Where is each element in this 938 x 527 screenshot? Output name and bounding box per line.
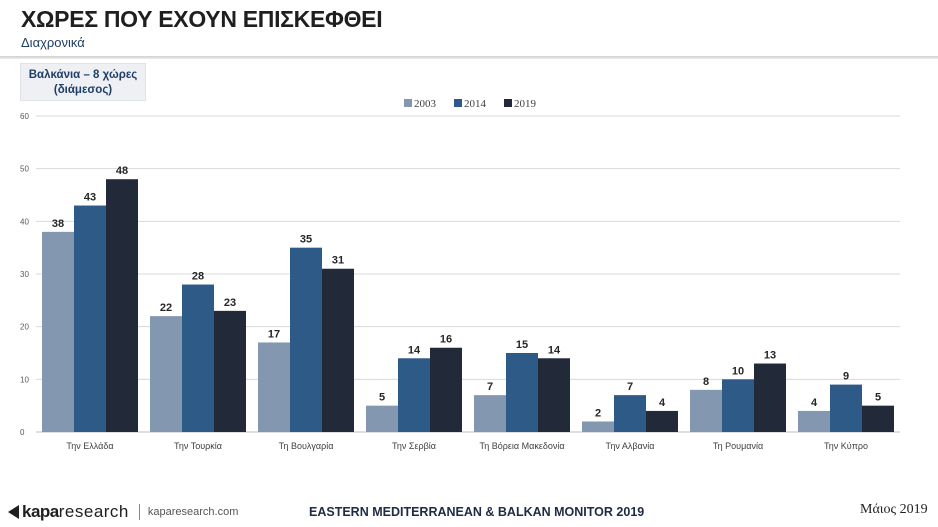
data-label: 14 <box>408 344 421 356</box>
y-tick-label: 30 <box>20 270 29 279</box>
bar <box>722 379 754 432</box>
data-label: 22 <box>160 302 172 314</box>
y-tick-label: 50 <box>20 165 29 174</box>
bar <box>106 179 138 432</box>
bar <box>430 347 462 432</box>
footer-url: kaparesearch.com <box>147 506 239 518</box>
y-tick-label: 40 <box>20 217 29 226</box>
x-tick-label: Την Αλβανία <box>606 441 655 451</box>
data-label: 5 <box>875 392 881 404</box>
data-label: 43 <box>84 192 96 204</box>
bar <box>366 405 398 432</box>
subset-label-line2: (διάμεσος) <box>53 84 113 96</box>
x-tick-label: Την Κύπρο <box>824 441 868 451</box>
data-label: 9 <box>843 371 849 383</box>
x-tick-label: Την Σερβία <box>392 441 436 451</box>
data-label: 38 <box>52 218 64 230</box>
data-label: 23 <box>224 297 236 309</box>
logo-arrow-icon <box>8 505 19 519</box>
data-label: 2 <box>595 407 601 419</box>
data-label: 13 <box>764 350 776 362</box>
legend-swatch <box>454 99 462 107</box>
legend-swatch <box>404 99 412 107</box>
bar <box>258 342 290 432</box>
company-logo: kapa research kaparesearch.com <box>8 501 238 523</box>
legend-label: 2019 <box>514 98 537 110</box>
bar <box>214 310 246 432</box>
logo-text-research: research <box>58 502 129 521</box>
page-subtitle: Διαχρονικά <box>21 35 85 50</box>
bar <box>582 421 614 432</box>
data-label: 17 <box>268 328 280 340</box>
bar <box>538 358 570 432</box>
data-label: 7 <box>627 381 633 393</box>
data-label: 14 <box>548 344 561 356</box>
data-label: 35 <box>300 234 312 246</box>
y-tick-label: 60 <box>20 112 29 121</box>
slide-header: ΧΩΡΕΣ ΠΟΥ ΕΧΟΥΝ ΕΠΙΣΚΕΦΘΕΙ Διαχρονικά <box>0 0 938 59</box>
bar <box>290 247 322 432</box>
data-label: 4 <box>811 397 818 409</box>
subset-label-box: Βαλκάνια – 8 χώρες (διάμεσος) <box>20 63 146 101</box>
data-label: 10 <box>732 365 744 377</box>
footer-report-title: EASTERN MEDITERRANEAN & BALKAN MONITOR 2… <box>309 505 645 519</box>
bar <box>474 395 506 432</box>
bar <box>690 389 722 432</box>
x-tick-label: Την Τουρκία <box>174 441 222 451</box>
data-label: 31 <box>332 255 344 267</box>
data-label: 16 <box>440 334 452 346</box>
data-label: 28 <box>192 271 204 283</box>
data-label: 15 <box>516 339 528 351</box>
data-label: 5 <box>379 392 385 404</box>
bar <box>646 410 678 432</box>
y-tick-label: 10 <box>20 375 29 384</box>
logo-separator <box>138 504 140 520</box>
x-tick-label: Τη Ρουμανία <box>713 441 763 451</box>
data-label: 7 <box>487 381 493 393</box>
header-divider <box>0 56 938 59</box>
bar <box>614 395 646 432</box>
page-title: ΧΩΡΕΣ ΠΟΥ ΕΧΟΥΝ ΕΠΙΣΚΕΦΘΕΙ <box>21 6 383 32</box>
bar <box>74 205 106 432</box>
y-tick-label: 20 <box>20 323 29 332</box>
data-label: 4 <box>659 397 666 409</box>
bar <box>830 384 862 432</box>
logo-text-kapa: kapa <box>22 502 59 521</box>
x-tick-label: Τη Βόρεια Μακεδονία <box>479 441 564 451</box>
bar <box>182 284 214 432</box>
bar <box>798 410 830 432</box>
bar <box>398 358 430 432</box>
x-tick-label: Τη Βουλγαρία <box>279 441 334 451</box>
x-tick-label: Την Ελλάδα <box>66 441 113 451</box>
bar <box>754 363 786 432</box>
legend-label: 2003 <box>414 98 437 110</box>
data-label: 48 <box>116 165 128 177</box>
data-label: 8 <box>703 376 709 388</box>
legend-swatch <box>504 99 512 107</box>
y-tick-label: 0 <box>20 428 25 437</box>
bar <box>322 268 354 432</box>
bar <box>150 316 182 432</box>
bar <box>506 353 538 432</box>
footer-date: Μάιος 2019 <box>860 502 928 517</box>
legend-label: 2014 <box>464 98 487 110</box>
bar <box>42 231 74 432</box>
bar <box>862 405 894 432</box>
subset-label-line1: Βαλκάνια – 8 χώρες <box>28 69 138 81</box>
